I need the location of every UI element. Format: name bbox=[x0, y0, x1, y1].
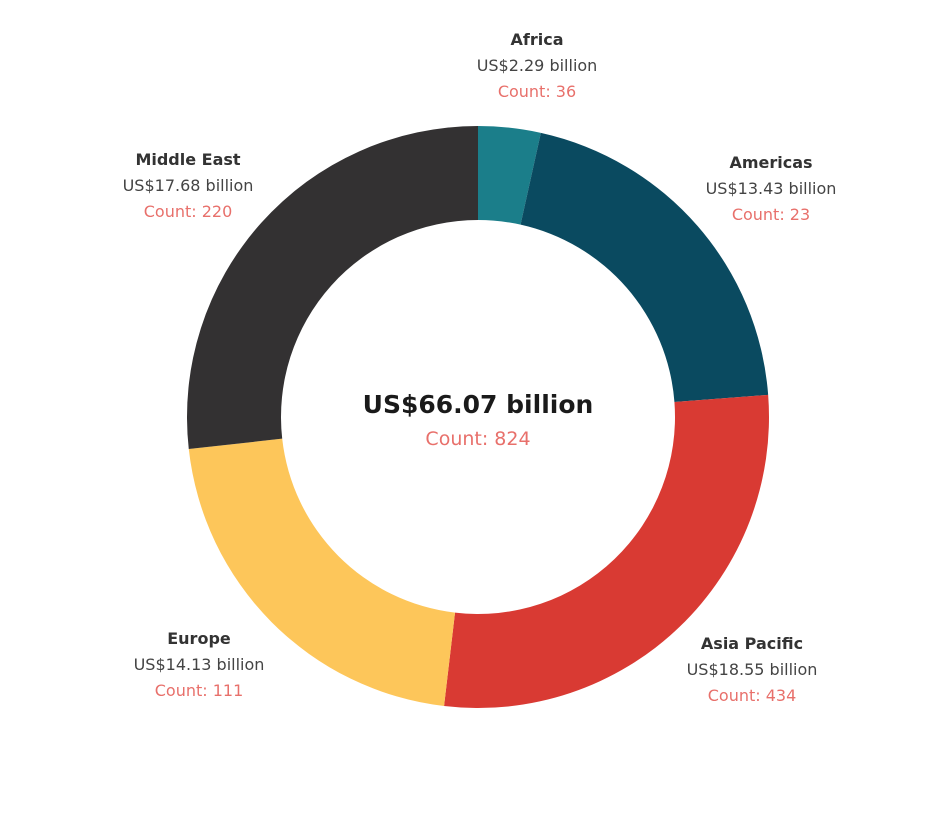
center-total-label: US$66.07 billion bbox=[363, 390, 594, 419]
center-count-label: Count: 824 bbox=[425, 428, 530, 450]
label-americas: Americas US$13.43 billion Count: 23 bbox=[706, 153, 837, 224]
slice-americas[interactable] bbox=[520, 132, 769, 403]
slice-name-label: Americas bbox=[729, 153, 812, 172]
slice-count-label: Count: 36 bbox=[498, 82, 576, 101]
label-middle-east: Middle East US$17.68 billion Count: 220 bbox=[123, 150, 254, 221]
slice-middle-east[interactable] bbox=[187, 126, 478, 450]
slice-value-label: US$18.55 billion bbox=[687, 660, 818, 679]
donut-slices bbox=[187, 126, 769, 708]
slice-africa[interactable] bbox=[478, 126, 541, 225]
slice-value-label: US$2.29 billion bbox=[477, 56, 598, 75]
slice-name-label: Europe bbox=[167, 629, 231, 648]
slice-count-label: Count: 23 bbox=[732, 205, 810, 224]
label-africa: Africa US$2.29 billion Count: 36 bbox=[477, 30, 598, 101]
slice-europe[interactable] bbox=[188, 438, 456, 707]
slice-count-label: Count: 111 bbox=[155, 681, 244, 700]
center-summary: US$66.07 billion Count: 824 bbox=[363, 390, 594, 450]
slice-labels: Africa US$2.29 billion Count: 36 Americas US… bbox=[123, 30, 837, 705]
slice-count-label: Count: 220 bbox=[144, 202, 233, 221]
slice-name-label: Africa bbox=[511, 30, 564, 49]
slice-value-label: US$13.43 billion bbox=[706, 179, 837, 198]
slice-value-label: US$17.68 billion bbox=[123, 176, 254, 195]
label-europe: Europe US$14.13 billion Count: 111 bbox=[134, 629, 265, 700]
label-asia-pacific: Asia Pacific US$18.55 billion Count: 434 bbox=[687, 634, 818, 705]
slice-count-label: Count: 434 bbox=[708, 686, 797, 705]
slice-value-label: US$14.13 billion bbox=[134, 655, 265, 674]
slice-asia-pacific[interactable] bbox=[444, 394, 769, 708]
slice-name-label: Middle East bbox=[135, 150, 240, 169]
slice-name-label: Asia Pacific bbox=[701, 634, 803, 653]
